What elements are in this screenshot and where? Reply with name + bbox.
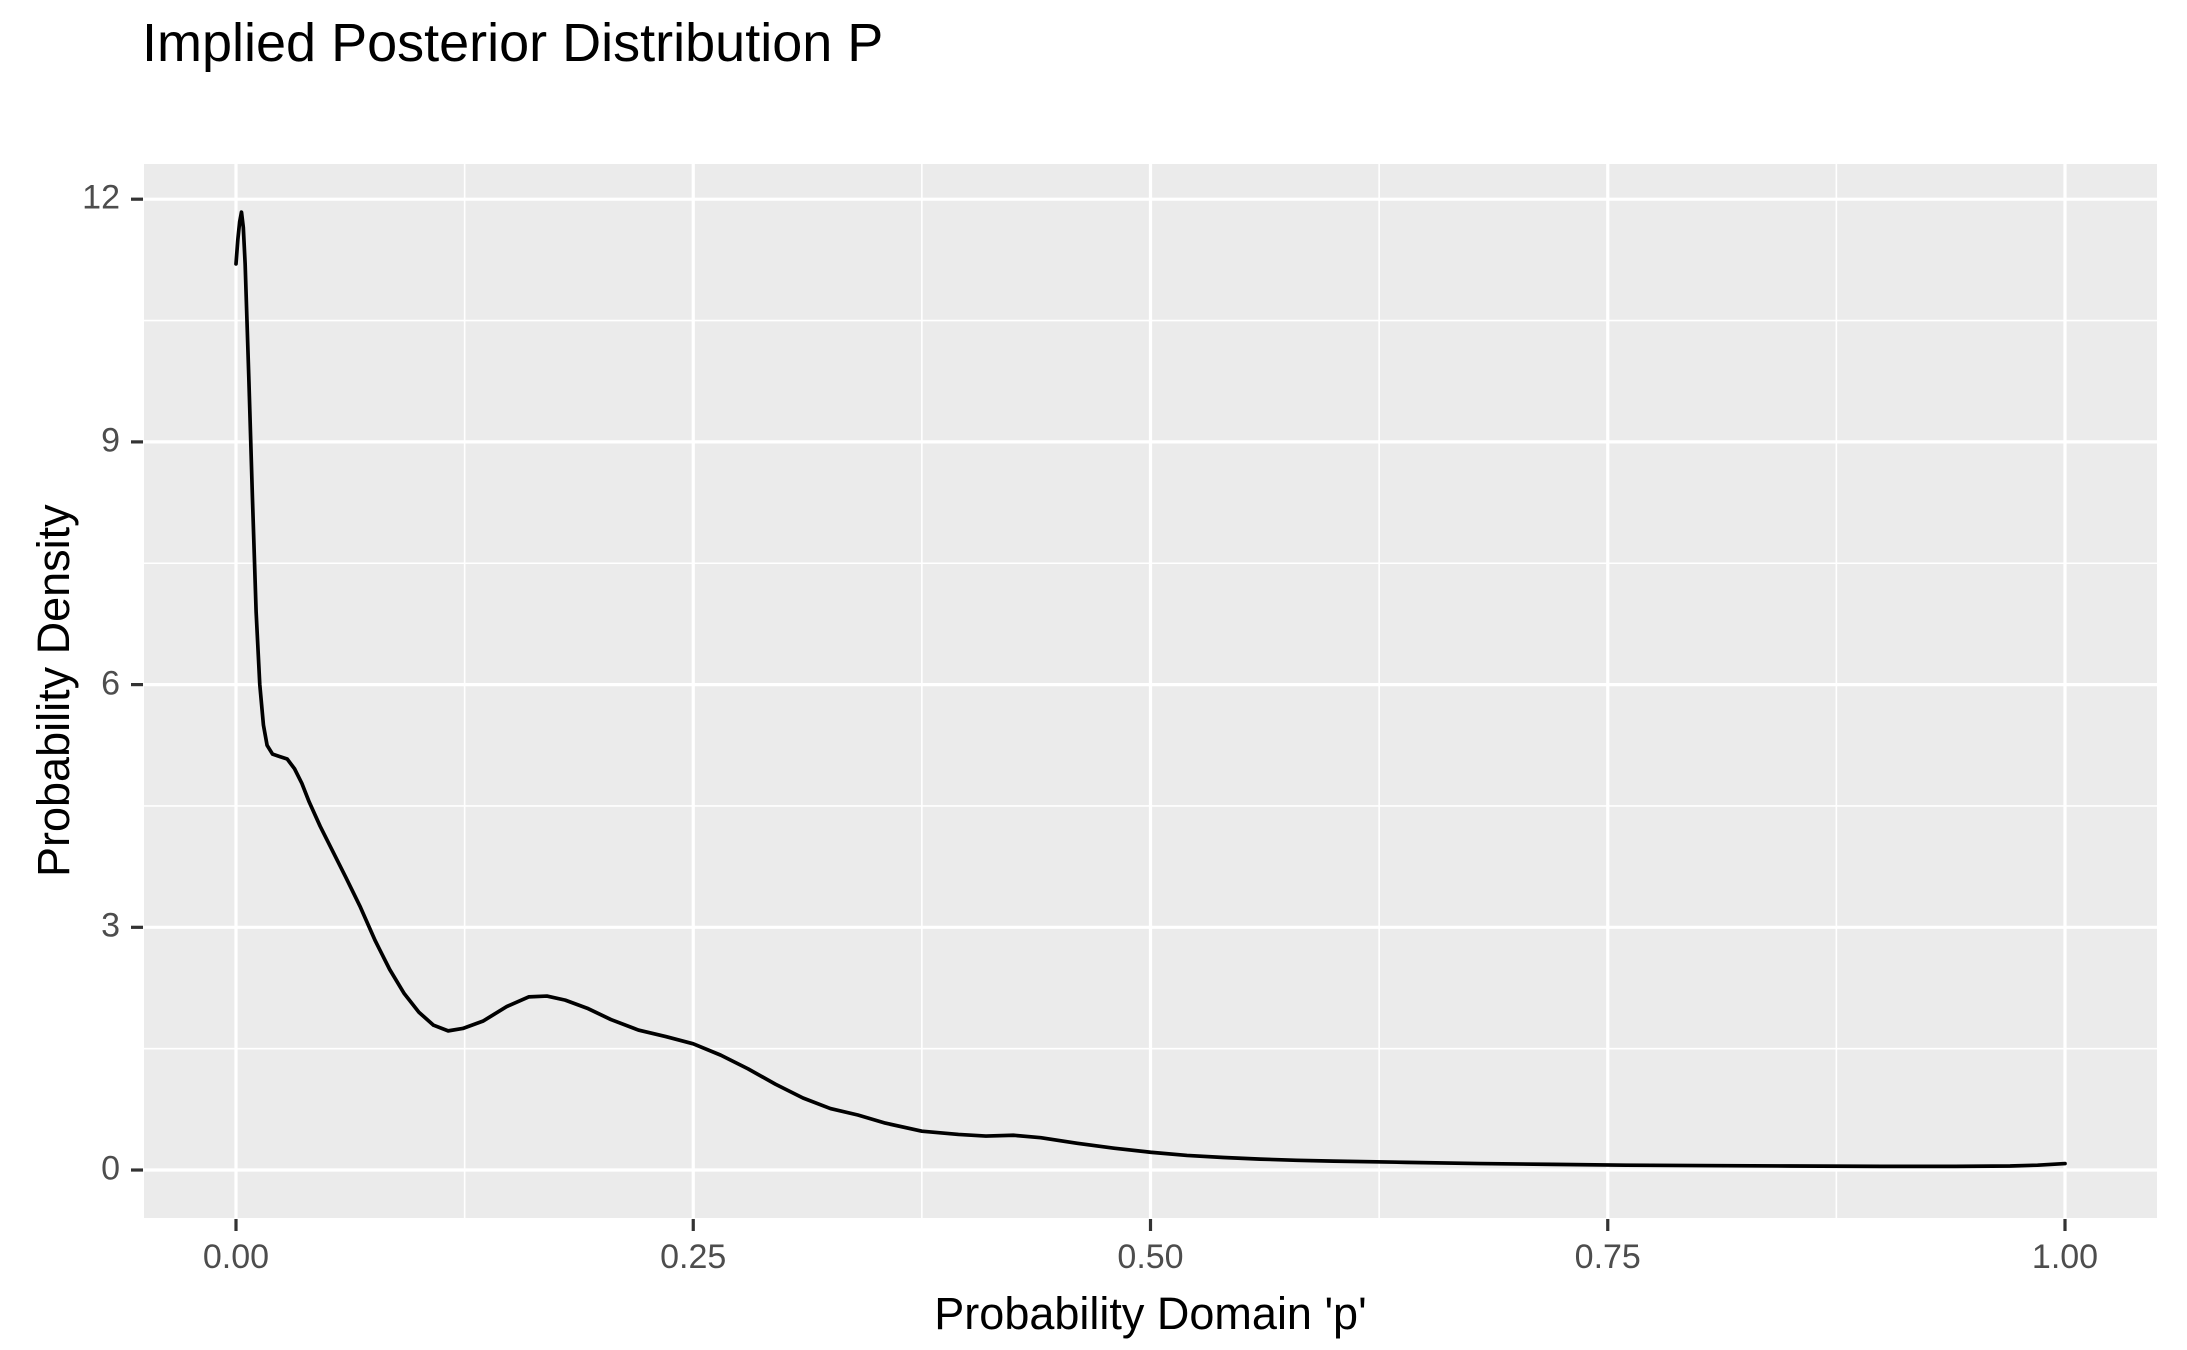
y-tick-label: 0 [101, 1149, 120, 1188]
y-tick-label: 12 [82, 178, 120, 217]
y-axis-title: Probability Density [28, 504, 79, 878]
x-tick-label: 0.00 [202, 1238, 270, 1276]
y-tick-label: 9 [101, 421, 120, 460]
x-tick-label: 0.75 [1574, 1238, 1641, 1276]
x-tick-label: 0.50 [1117, 1238, 1184, 1276]
y-tick-label: 3 [101, 907, 120, 946]
x-tick-label: 1.00 [2031, 1238, 2099, 1276]
x-axis-title: Probability Domain 'p' [934, 1288, 1367, 1339]
x-tick-label: 0.25 [660, 1238, 727, 1276]
chart-title: Implied Posterior Distribution P [142, 13, 884, 73]
density-curve [234, 210, 2067, 1169]
y-tick-label: 6 [101, 664, 120, 703]
